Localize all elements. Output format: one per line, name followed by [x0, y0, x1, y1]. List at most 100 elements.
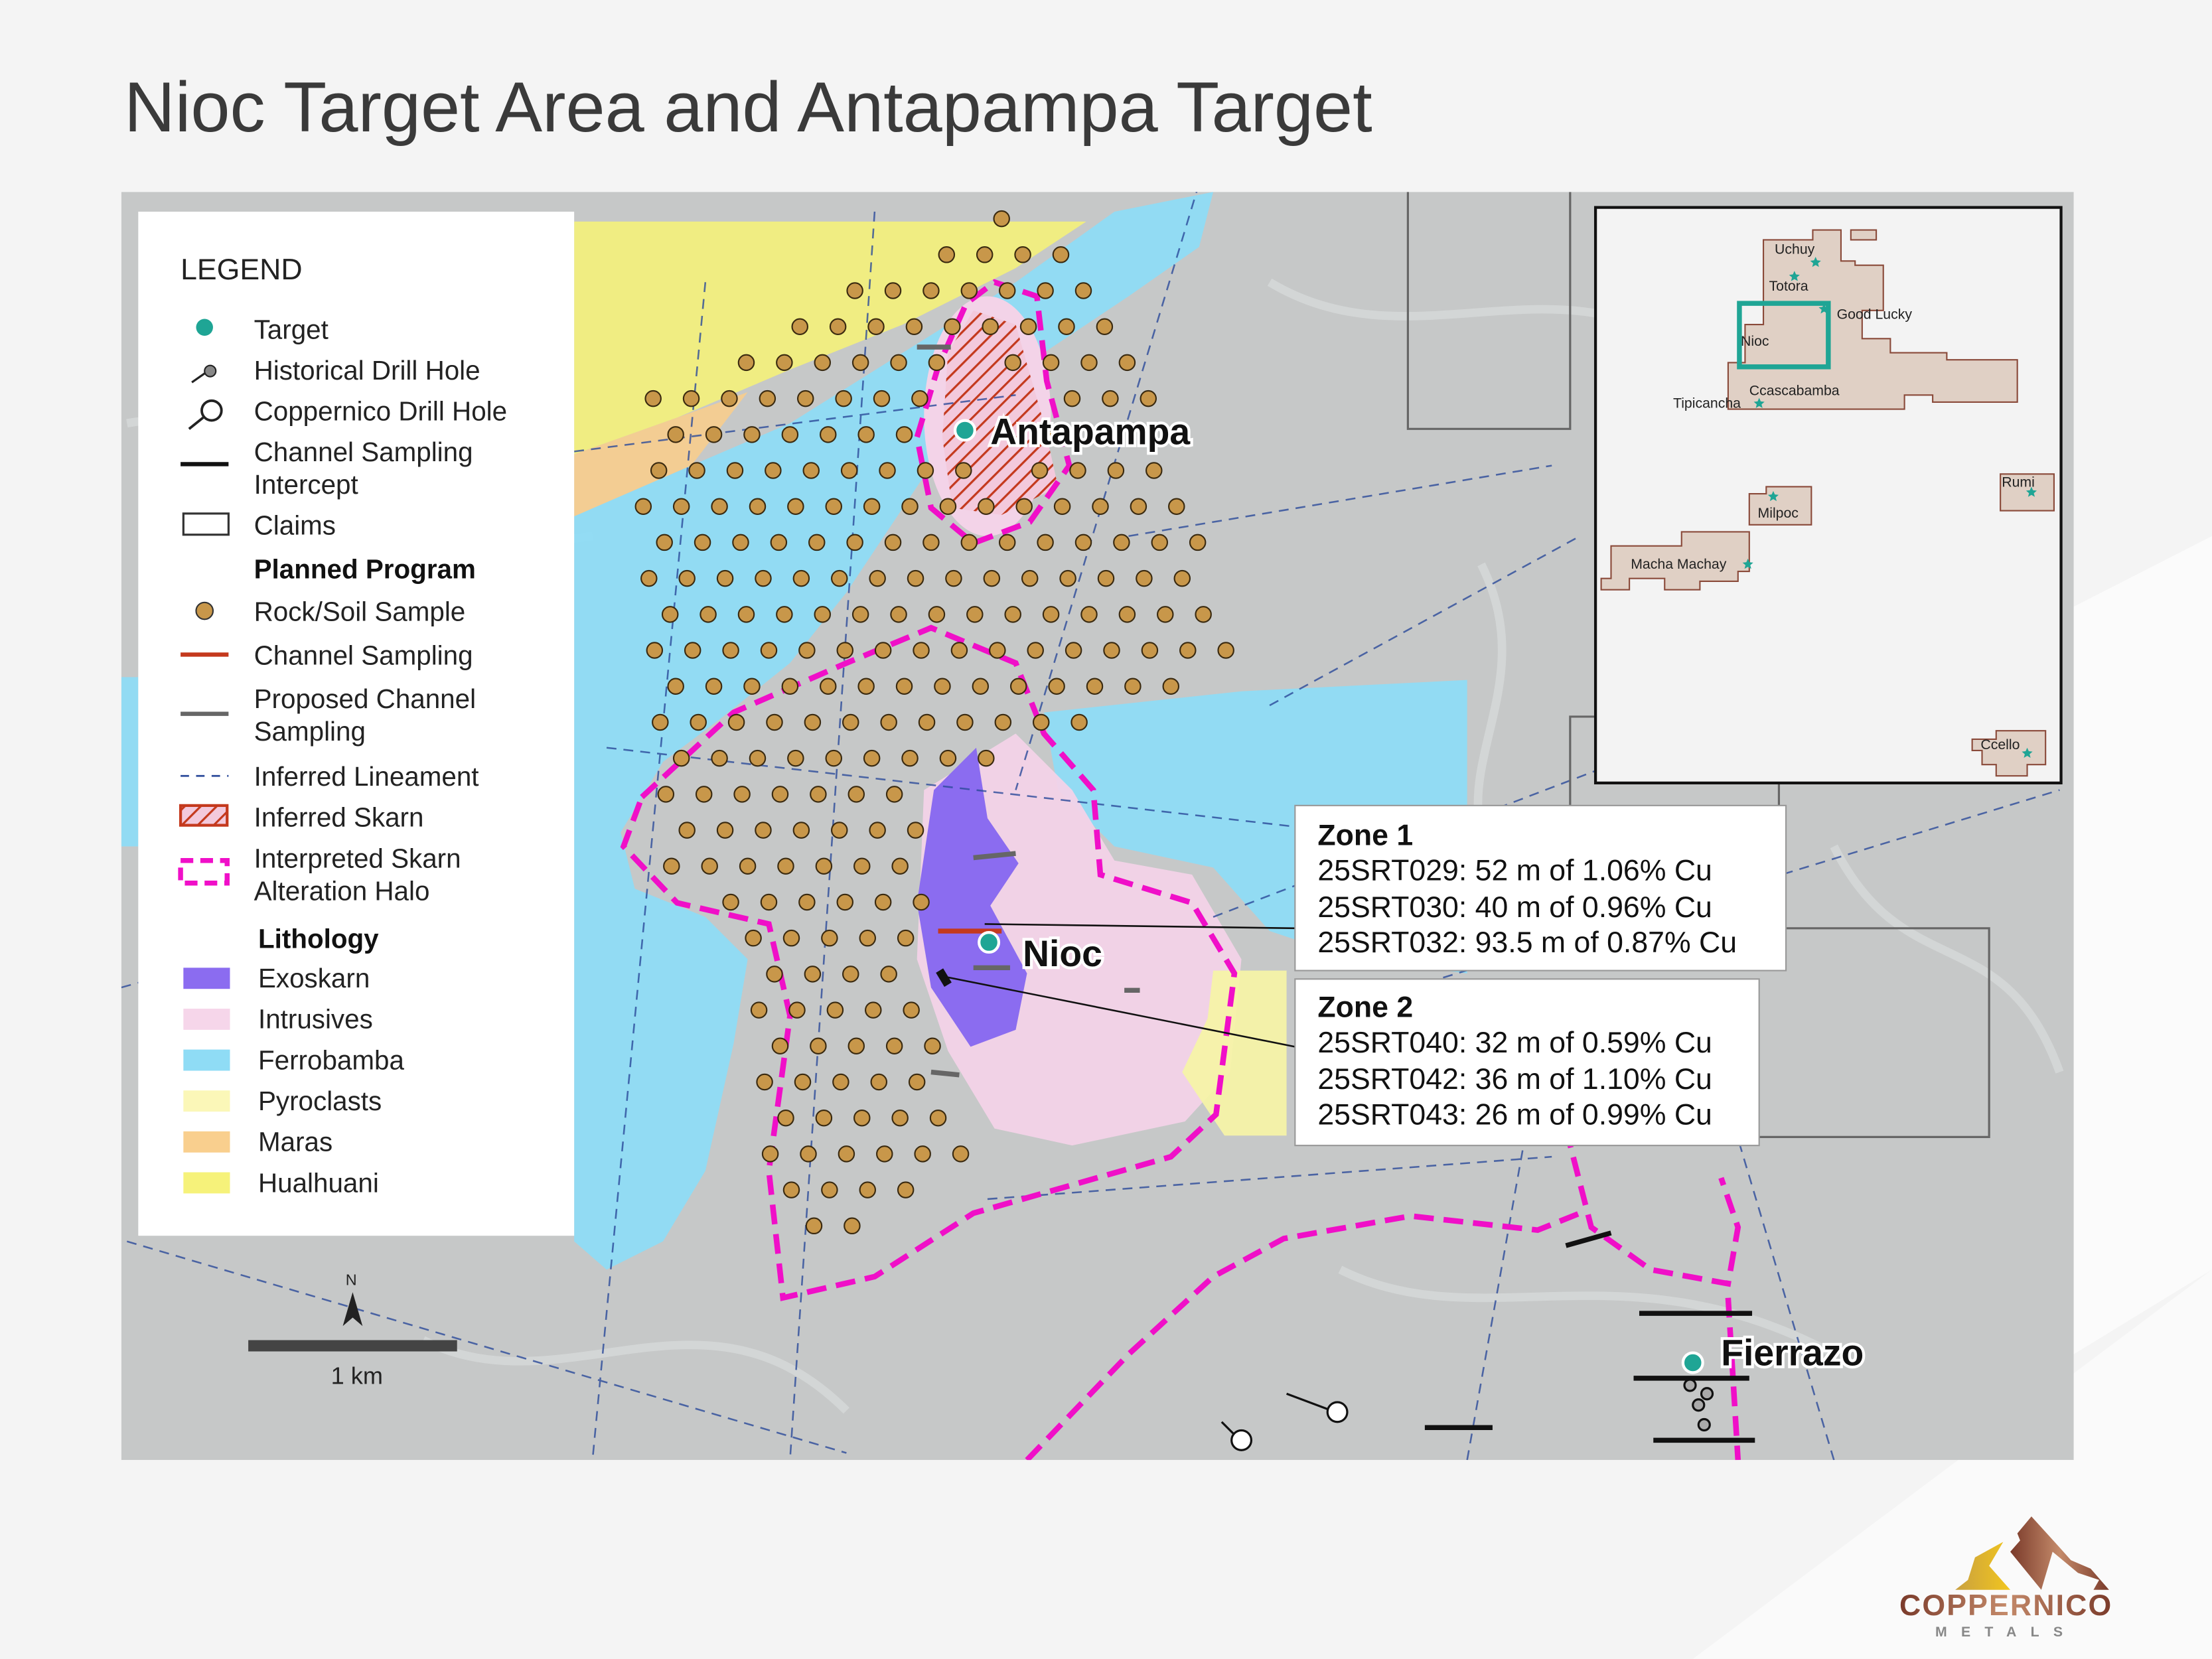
inset-label: Macha Machay	[1631, 556, 1726, 572]
rock-soil-sample	[771, 786, 789, 803]
rock-soil-sample	[1092, 498, 1109, 515]
rock-soil-sample	[798, 642, 816, 659]
rock-soil-sample	[950, 642, 968, 659]
lithology-swatch-icon	[183, 1008, 230, 1030]
rock-soil-sample	[851, 354, 869, 372]
target-fierrazo-label: Fierrazo	[1721, 1333, 1864, 1374]
rock-soil-sample	[897, 929, 915, 947]
rock-soil-sample	[634, 498, 652, 515]
rock-soil-sample	[870, 1073, 888, 1091]
rock-soil-sample	[770, 534, 788, 551]
zone1-line: 25SRT029: 52 m of 1.06% Cu	[1317, 855, 1712, 887]
rock-soil-sample	[1065, 642, 1082, 659]
legend-item: Exoskarn	[258, 963, 370, 993]
svg-text:1 km: 1 km	[331, 1362, 383, 1389]
zone2-line: 25SRT043: 26 m of 0.99% Cu	[1317, 1098, 1712, 1131]
svg-text:N: N	[346, 1271, 357, 1289]
rock-soil-sample	[1145, 462, 1163, 479]
zone1-line: 25SRT030: 40 m of 0.96% Cu	[1317, 891, 1712, 924]
rock-soil-sample	[1009, 678, 1027, 695]
rock-soil-sample	[727, 713, 745, 731]
rock-soil-sample	[1048, 678, 1065, 695]
rock-soil-sample	[939, 498, 957, 515]
target-fierrazo-marker[interactable]	[1681, 1351, 1704, 1374]
rock-soil-sample	[905, 318, 923, 335]
pyroclasts-unit	[1182, 970, 1287, 1136]
rock-soil-sample	[782, 929, 800, 947]
rock-soil-sample	[880, 713, 897, 731]
rock-soil-sample	[876, 1145, 893, 1163]
rock-soil-sample	[684, 642, 701, 659]
legend: LEGEND Target Historical Drill Hole Copp…	[138, 211, 575, 1236]
coppernico-logo: COPPERNICO METALS	[1899, 1516, 2111, 1640]
rock-soil-sample	[711, 498, 728, 515]
rock-soil-sample	[1004, 606, 1021, 623]
rock-soil-sample	[667, 426, 684, 443]
rock-soil-sample	[798, 893, 816, 911]
rock-soil-sample	[808, 534, 826, 551]
zone1-callout: Zone 1 25SRT029: 52 m of 1.06% Cu 25SRT0…	[1294, 804, 1787, 972]
rock-soil-sample	[908, 1073, 926, 1091]
rock-soil-sample	[848, 1037, 865, 1055]
star-icon	[1810, 256, 1821, 267]
rock-soil-sample	[650, 462, 668, 479]
rock-soil-sample	[791, 318, 808, 335]
drill-holes	[1220, 1378, 1714, 1451]
rock-soil-sample	[966, 606, 984, 623]
rock-soil-sample	[777, 857, 794, 875]
zone1-title: Zone 1	[1317, 819, 1413, 851]
rock-soil-sample	[701, 857, 718, 875]
legend-item: Coppernico Drill Hole	[254, 396, 507, 427]
rock-soil-sample	[1118, 606, 1136, 623]
rock-soil-sample	[1052, 246, 1070, 263]
rock-soil-sample	[835, 390, 852, 407]
inset-label: Rumi	[2002, 474, 2035, 490]
historical-drill-hole	[1697, 1417, 1711, 1432]
zone2-leader	[942, 975, 1295, 1048]
rock-soil-sample	[787, 749, 804, 767]
rock-soil-sample	[672, 749, 690, 767]
rock-soil-sample	[787, 498, 804, 515]
rock-soil-sample	[885, 786, 903, 803]
rock-soil-sample	[939, 749, 957, 767]
rock-soil-sample	[810, 1037, 827, 1055]
rock-soil-sample	[978, 498, 995, 515]
rock-soil-sample	[901, 498, 919, 515]
legend-item: Claims	[254, 510, 336, 541]
rock-soil-sample	[890, 354, 907, 372]
main-map[interactable]: Antapampa Nioc Fierrazo Zone 1 25SRT029:…	[121, 183, 2074, 1461]
rock-soil-sample	[873, 390, 891, 407]
page-title: Nioc Target Area and Antapampa Target	[124, 68, 1372, 147]
rock-soil-sample	[737, 606, 755, 623]
rock-soil-sample	[924, 1037, 941, 1055]
legend-item: Interpreted Skarn	[254, 843, 461, 873]
logo-mountain-copper	[2010, 1516, 2109, 1590]
target-antapampa-marker[interactable]	[953, 419, 976, 442]
rock-soil-sample	[1059, 569, 1076, 587]
rock-soil-sample	[721, 390, 738, 407]
rock-soil-sample	[1021, 569, 1039, 587]
rock-soil-sample	[663, 857, 680, 875]
inset-label: Ccello	[1980, 737, 2020, 753]
rock-soil-sample	[814, 606, 832, 623]
small-drill-hole-icon	[191, 364, 217, 384]
rock-soil-sample	[944, 318, 961, 335]
target-nioc-marker[interactable]	[978, 931, 1001, 954]
rock-soil-sample	[716, 569, 734, 587]
rock-soil-sample	[802, 462, 820, 479]
rock-soil-sample	[836, 893, 854, 911]
rock-soil-sample	[726, 462, 744, 479]
rock-soil-sample	[913, 893, 930, 911]
rock-soil-sample	[722, 893, 739, 911]
rock-soil-sample	[863, 749, 881, 767]
red-hatch-icon	[179, 804, 229, 827]
rock-soil-sample	[895, 426, 913, 443]
rock-soil-sample	[819, 426, 837, 443]
inset-location-map[interactable]: Uchuy Totora Good Lucky Nioc Ccascabamba…	[1593, 206, 2063, 784]
rock-soil-sample	[846, 282, 863, 299]
lithology-swatch-icon	[183, 968, 230, 989]
hualhuani-unit	[574, 221, 1086, 455]
zone2-title: Zone 2	[1317, 991, 1413, 1024]
legend-item: Channel Sampling	[254, 640, 473, 670]
rock-soil-sample	[678, 822, 696, 839]
